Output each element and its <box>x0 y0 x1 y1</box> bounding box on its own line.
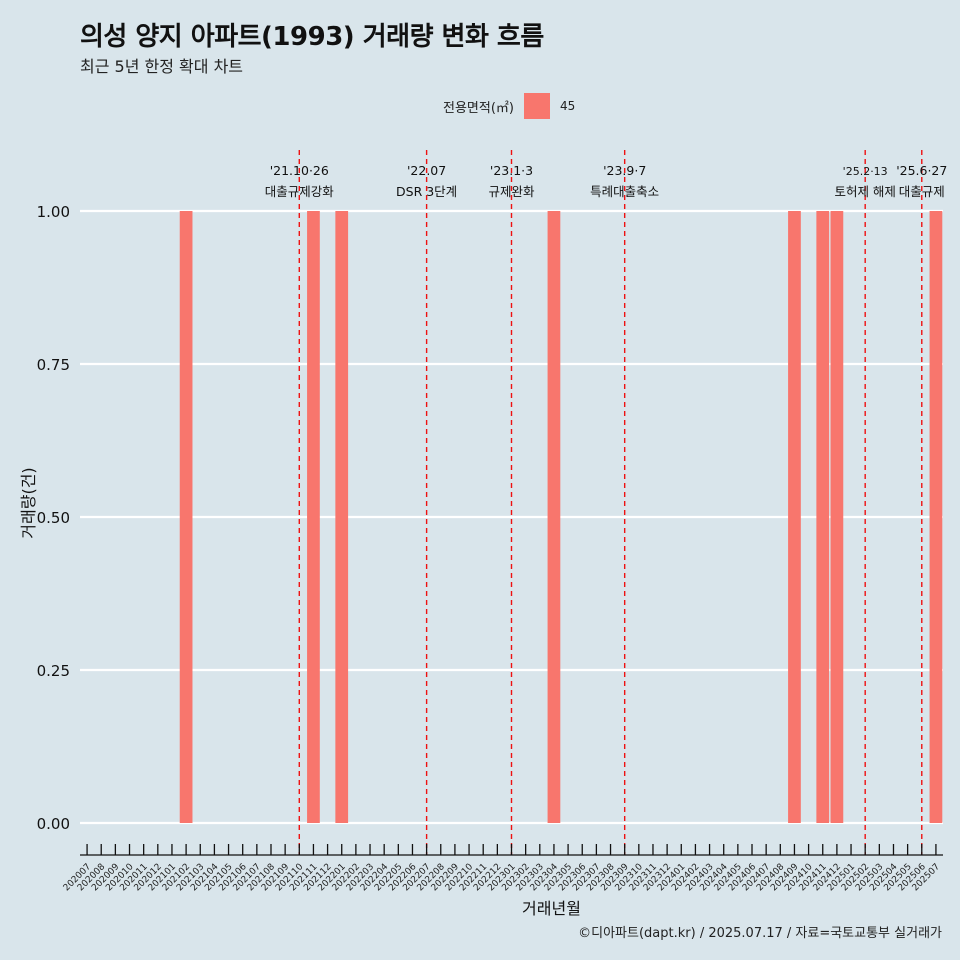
legend-swatch <box>523 93 550 119</box>
event-name-label: 토허제 해제 <box>834 184 895 199</box>
bar <box>788 211 801 823</box>
event-name-label: DSR 3단계 <box>396 184 457 199</box>
chart-title: 의성 양지 아파트(1993) 거래량 변화 흐름 <box>80 22 544 52</box>
bar <box>816 211 830 823</box>
bar <box>307 211 320 823</box>
bar <box>335 211 349 823</box>
event-name-label: 규제완화 <box>488 184 535 199</box>
y-axis-title: 거래량(건) <box>19 467 38 538</box>
event-name-label: 대출규제 <box>899 184 945 199</box>
y-tick-label: 0.50 <box>37 509 70 527</box>
y-tick-label: 1.00 <box>37 203 70 221</box>
chart-subtitle: 최근 5년 한정 확대 차트 <box>80 57 244 76</box>
legend-title: 전용면적(㎡) <box>443 100 514 116</box>
legend: 전용면적(㎡) 45 <box>443 93 575 119</box>
y-tick-label: 0.00 <box>37 815 70 833</box>
event-date-label: '23.1·3 <box>490 163 533 178</box>
event-date-label: '25.2·13 <box>843 165 888 178</box>
source-caption: ©디아파트(dapt.kr) / 2025.07.17 / 자료=국토교통부 실… <box>578 926 942 941</box>
y-tick-label: 0.25 <box>37 662 70 680</box>
bar <box>547 211 561 823</box>
bar <box>830 211 844 823</box>
bar <box>179 211 193 823</box>
event-date-label: '21.10·26 <box>270 163 329 178</box>
event-name-label: 특례대출축소 <box>590 184 659 199</box>
legend-label: 45 <box>559 99 576 113</box>
x-axis-title: 거래년월 <box>522 899 581 918</box>
event-name-label: 대출규제강화 <box>265 184 335 199</box>
y-tick-label: 0.75 <box>37 356 70 374</box>
event-date-label: '25.6·27 <box>896 163 947 178</box>
bar <box>929 211 943 823</box>
event-date-label: '22.07 <box>407 163 446 178</box>
event-date-label: '23.9·7 <box>603 163 646 178</box>
